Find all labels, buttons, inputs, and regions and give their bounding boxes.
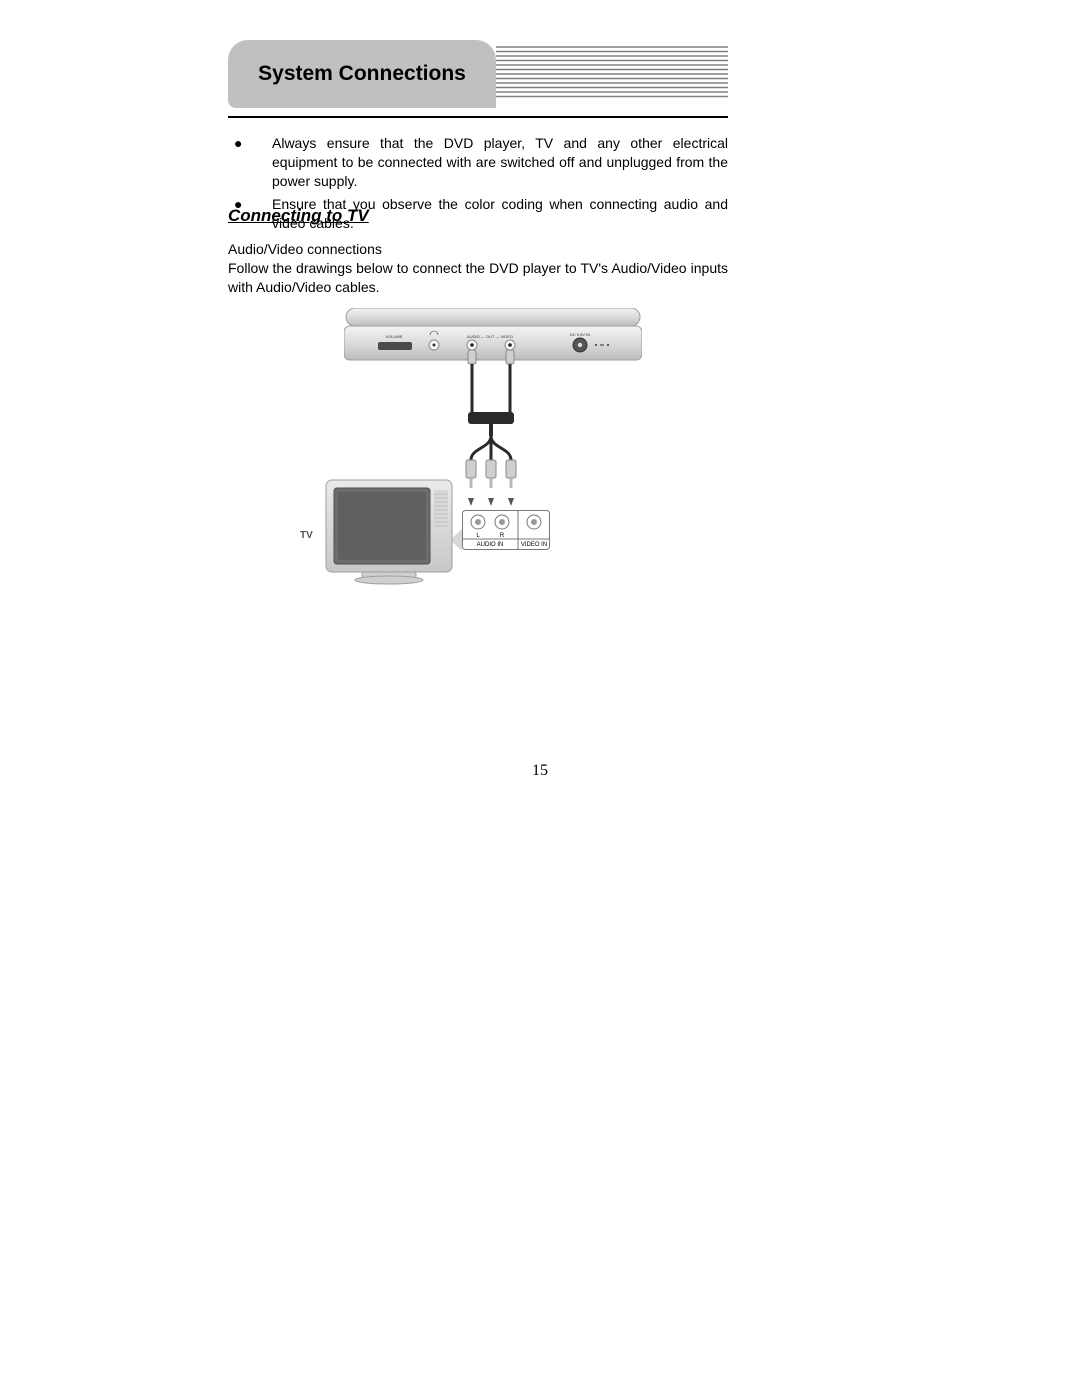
section-body-text: Follow the drawings below to connect the… [228, 260, 728, 295]
jack-r-label: R [500, 533, 505, 539]
connection-diagram: VOLUME AUDIO — OUT — VIDEO DC 9.5V IN [300, 300, 670, 610]
jack-audioin-label: AUDIO IN [477, 542, 504, 548]
rca-plug-icon [506, 460, 516, 488]
header-title-pill: System Connections [228, 40, 496, 108]
tv-icon [322, 476, 462, 586]
manual-page: System Connections ● Always ensure that … [0, 0, 1080, 1397]
page-header: System Connections [228, 40, 728, 108]
jack-videoin-label: VIDEO IN [521, 542, 547, 548]
tv-label: TV [300, 530, 313, 541]
section-heading: Connecting to TV [228, 206, 369, 226]
header-stripes [496, 46, 728, 100]
bullet-marker: ● [228, 134, 272, 191]
header-title-text: System Connections [258, 62, 466, 86]
bullet-text: Always ensure that the DVD player, TV an… [272, 134, 728, 191]
rca-plug-icon [466, 460, 476, 488]
section-body: Audio/Video connections Follow the drawi… [228, 240, 728, 297]
section-subheading: Audio/Video connections [228, 241, 382, 257]
page-number: 15 [0, 762, 1080, 780]
rca-plug-icon [486, 460, 496, 488]
tv-input-panel: L R AUDIO IN VIDEO IN [462, 510, 550, 550]
header-underline [228, 116, 728, 118]
bullet-item: ● Always ensure that the DVD player, TV … [228, 134, 728, 191]
